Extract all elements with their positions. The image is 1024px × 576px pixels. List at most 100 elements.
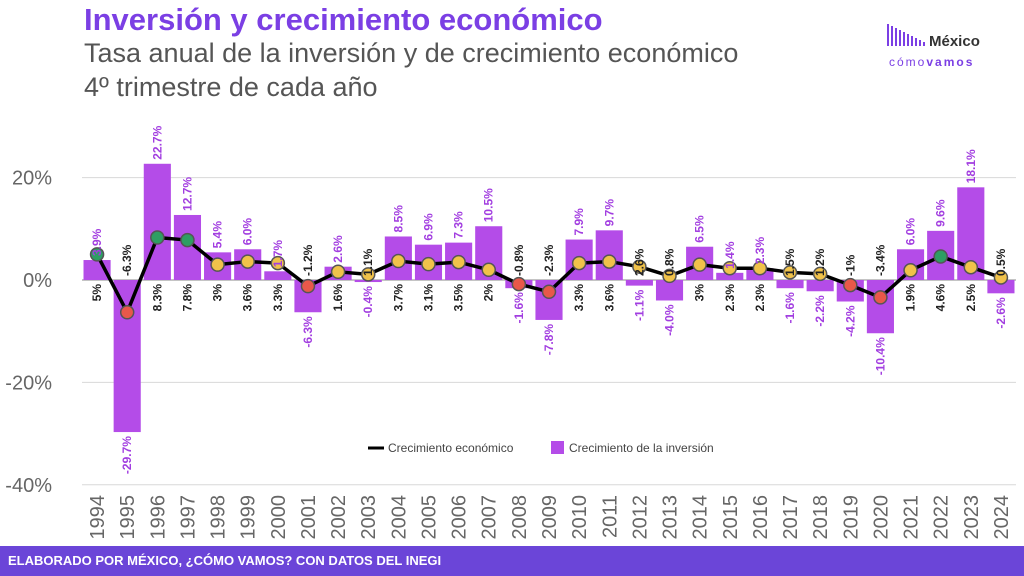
- investment-bar: [625, 280, 653, 286]
- investment-bar: [655, 280, 684, 301]
- x-tick-label: 2004: [388, 495, 410, 540]
- x-tick-label: 2000: [268, 495, 290, 540]
- x-axis-ticks: 1994 1995 1996 1997 1998 1999 2000 2001 2002 2003…: [87, 495, 1013, 540]
- line-value-label: -3.4%: [873, 244, 887, 276]
- mexico-como-vamos-logo: México cómovamos: [887, 24, 980, 69]
- logo-bars-icon: [887, 24, 925, 46]
- bar-data-labels: 3.9% -29.7% 22.7% 12.7% 5.4% 6.0% 1.7% -6.3% 2.6…: [90, 125, 1008, 474]
- line-value-label: -1%: [843, 254, 857, 276]
- line-value-label: 3.7%: [391, 284, 405, 312]
- x-tick-label: 2008: [509, 495, 531, 540]
- line-data-labels: 5% -6.3% 8.3% 7.8% 3% 3.6% 3.3% -1.2% 1.6% 1.1% 3.…: [90, 244, 1008, 311]
- economic-growth-point: [873, 290, 888, 305]
- line-value-label: 1.5%: [783, 248, 797, 276]
- x-tick-label: 2015: [720, 495, 742, 540]
- economic-growth-point: [933, 249, 948, 264]
- line-value-label: 3.6%: [602, 284, 616, 312]
- investment-bar: [113, 280, 141, 433]
- economic-growth-point: [330, 264, 346, 280]
- x-tick-label: 2014: [690, 495, 712, 540]
- investment-bar: [776, 280, 804, 289]
- legend-bar-label: Crecimiento de la inversión: [569, 441, 714, 455]
- line-value-label: 4.6%: [934, 284, 948, 312]
- investment-bar: [987, 280, 1015, 294]
- x-tick-label: 2006: [449, 495, 471, 540]
- x-tick-label: 1995: [117, 495, 139, 540]
- economic-growth-point: [240, 254, 255, 269]
- x-tick-label: 2001: [298, 495, 320, 540]
- x-tick-label: 2007: [479, 495, 501, 540]
- economic-growth-point: [602, 254, 617, 269]
- x-tick-label: 2024: [991, 495, 1013, 540]
- x-tick-label: 2017: [780, 495, 802, 540]
- line-value-label: 0.5%: [994, 248, 1008, 276]
- economic-growth-point: [571, 255, 587, 271]
- economic-growth-point: [150, 230, 165, 245]
- bar-value-label: 9.7%: [602, 199, 616, 227]
- economic-growth-point: [210, 257, 225, 272]
- economic-growth-markers: [89, 230, 1009, 320]
- line-value-label: 1.6%: [331, 284, 345, 312]
- economic-growth-point: [511, 276, 527, 292]
- investment-growth-chart: 20% 0% -20% -40% 3.9% -29.7% 22.7% 12.7% 5.4% 6.…: [5, 125, 1016, 540]
- line-value-label: 3.5%: [452, 284, 466, 312]
- bar-value-label: -1.1%: [632, 289, 646, 321]
- line-value-label: 2.5%: [964, 284, 978, 312]
- x-tick-label: 2009: [539, 495, 561, 540]
- investment-bar: [716, 272, 744, 280]
- bar-value-label: 3.9%: [90, 228, 104, 256]
- bar-value-label: -1.6%: [512, 292, 526, 324]
- line-value-label: 3.1%: [421, 284, 435, 312]
- line-value-label: -1.2%: [301, 244, 315, 276]
- bar-value-label: 10.5%: [482, 188, 496, 222]
- bar-value-label: -10.4%: [873, 337, 887, 375]
- legend-bar-swatch: [551, 441, 564, 454]
- economic-growth-point: [752, 260, 768, 276]
- bar-value-label: 6.9%: [421, 213, 435, 241]
- line-value-label: 1.2%: [813, 248, 827, 276]
- economic-growth-point: [993, 270, 1009, 285]
- economic-growth-point: [632, 259, 647, 274]
- bar-value-label: -4.2%: [843, 305, 857, 337]
- line-value-label: -6.3%: [120, 244, 134, 276]
- economic-growth-point: [782, 265, 798, 280]
- economic-growth-point: [481, 262, 496, 278]
- line-value-label: 7.8%: [180, 284, 194, 312]
- x-tick-label: 1996: [147, 495, 169, 540]
- x-tick-label: 1998: [208, 495, 230, 540]
- line-value-label: 1.1%: [361, 248, 375, 276]
- bar-value-label: 8.5%: [391, 205, 405, 233]
- x-tick-label: 2002: [328, 495, 350, 540]
- line-value-label: 5%: [90, 284, 104, 302]
- economic-growth-point: [89, 247, 105, 262]
- source-footer: ELABORADO POR MÉXICO, ¿CÓMO VAMOS? CON D…: [0, 546, 1024, 576]
- line-value-label: 3.6%: [241, 284, 255, 312]
- economic-growth-point: [662, 268, 677, 284]
- x-tick-label: 2016: [750, 495, 772, 540]
- line-value-label: 1.9%: [904, 284, 918, 312]
- x-tick-label: 2020: [870, 495, 892, 540]
- x-tick-label: 1994: [87, 495, 109, 540]
- x-tick-label: 2019: [840, 495, 862, 540]
- bar-value-label: -2.2%: [813, 295, 827, 327]
- bar-value-label: 6.0%: [904, 218, 918, 246]
- economic-growth-point: [300, 278, 316, 294]
- bar-value-label: 5.4%: [211, 221, 225, 249]
- bar-value-label: -1.6%: [783, 292, 797, 324]
- economic-growth-point: [119, 305, 135, 320]
- economic-growth-point: [722, 260, 738, 276]
- line-value-label: 2.3%: [753, 284, 767, 312]
- line-value-label: 3.3%: [271, 284, 285, 312]
- line-value-label: 3%: [693, 284, 707, 302]
- x-tick-label: 1997: [177, 495, 199, 540]
- bar-value-label: 2.3%: [753, 237, 767, 265]
- y-tick-label: 20%: [12, 168, 52, 190]
- investment-bar: [264, 271, 292, 280]
- bar-value-label: -4.0%: [663, 304, 677, 336]
- legend-line-label: Crecimiento económico: [388, 441, 514, 455]
- economic-growth-point: [421, 256, 436, 272]
- bar-value-label: 1.7%: [271, 240, 285, 268]
- x-tick-label: 2005: [418, 495, 440, 540]
- line-value-label: 3%: [211, 284, 225, 302]
- chart-legend: Crecimiento económico Crecimiento de la i…: [368, 441, 714, 455]
